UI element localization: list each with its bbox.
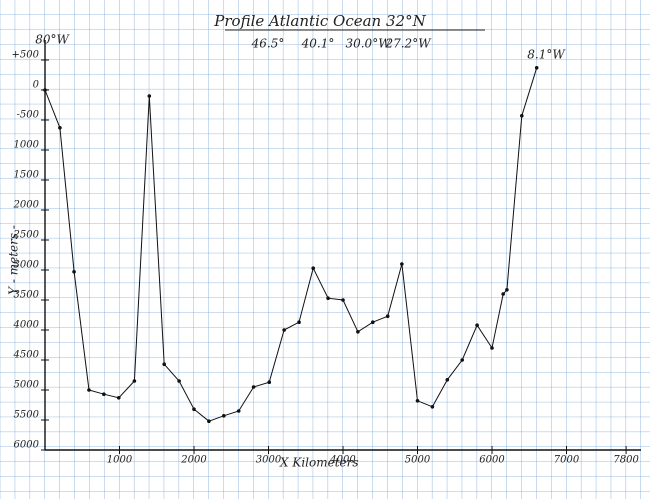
data-point [102,392,106,397]
data-point [58,126,62,130]
annotation: 80°W [35,33,70,47]
data-point [297,320,301,325]
y-tick-label: 2000 [13,200,40,211]
annotation: 8.1°W [527,48,566,62]
x-tick-label: 7000 [554,455,580,466]
data-point [162,362,166,367]
y-tick-label: 3000 [14,260,40,271]
data-point [72,270,76,274]
x-axis-label: X Kilometers [279,456,359,470]
y-tick-label: 5500 [14,410,40,421]
data-point [207,419,211,424]
data-point [236,409,241,413]
y-tick-label: 6000 [14,440,40,451]
annotation: 27.2°W [384,37,432,51]
y-tick-label: 3500 [14,290,40,301]
data-point [311,266,316,271]
data-point [116,396,121,400]
data-point [490,346,494,350]
data-point [400,262,404,266]
chart-title: Profile Atlantic Ocean 32°N [213,12,426,30]
x-tick-label: 5000 [405,455,431,466]
data-point [282,328,286,332]
data-point [222,414,226,418]
data-point [356,330,360,334]
annotation: 46.5° [251,37,285,51]
x-tick-label: 1000 [107,455,133,466]
y-tick-label: 4000 [13,320,40,331]
y-tick-label: 1000 [14,140,40,151]
data-point [251,385,256,389]
x-tick-label: 2000 [180,455,207,466]
y-tick-label: 1500 [14,170,40,181]
data-point [501,292,505,296]
data-point [445,378,450,382]
data-point [132,379,137,383]
data-point [505,288,509,292]
annotation: 30.0°W [345,37,392,51]
x-tick-label: 6000 [479,455,505,466]
data-point [534,66,539,70]
x-tick-label: 7800 [613,455,639,466]
y-tick-label: 0 [33,80,40,91]
y-tick-label: 5000 [14,380,40,391]
data-point [87,388,91,392]
y-tick-label: -500 [17,110,40,121]
data-point [520,114,524,118]
y-tick-label: +500 [12,50,40,61]
annotation: 40.1° [301,37,335,51]
data-point [177,379,181,383]
data-point [430,405,435,409]
data-point [475,323,479,328]
x-tick-label: 3000 [256,455,282,466]
data-point [147,94,152,98]
x-tick-label: 4000 [329,455,356,466]
data-point [341,298,345,302]
data-point [371,320,375,325]
data-point [267,380,272,385]
data-point [415,399,420,403]
y-tick-label: 2500 [13,230,40,241]
y-tick-label: 4500 [13,350,40,361]
y-axis-label: Y - meters - [7,225,21,295]
data-point [326,296,330,301]
data-point [192,407,196,412]
data-point [460,358,465,362]
data-point [43,88,47,92]
data-point [385,314,390,319]
